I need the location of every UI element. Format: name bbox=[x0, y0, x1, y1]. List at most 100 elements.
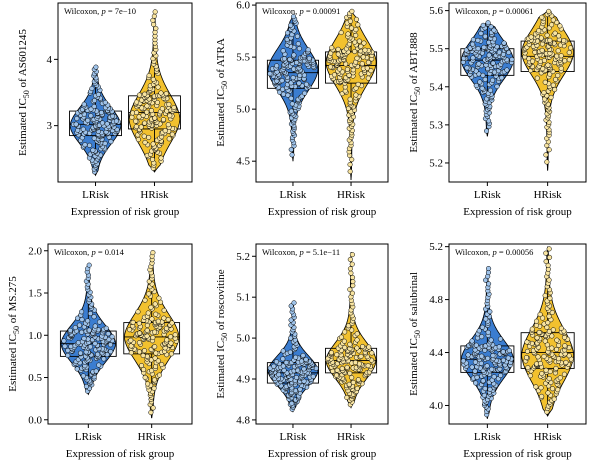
data-point bbox=[499, 75, 505, 81]
data-point bbox=[141, 133, 147, 139]
data-point bbox=[479, 334, 485, 340]
data-point bbox=[354, 385, 360, 391]
y-axis-title: Estimated IC50 of AS601245 bbox=[17, 29, 31, 156]
data-point bbox=[345, 323, 352, 329]
data-point bbox=[506, 49, 512, 56]
data-point bbox=[469, 338, 475, 344]
data-point bbox=[87, 344, 93, 350]
data-point bbox=[113, 118, 119, 124]
data-point bbox=[74, 366, 80, 372]
data-point bbox=[546, 313, 552, 319]
data-point bbox=[486, 265, 492, 272]
data-point bbox=[289, 152, 295, 158]
data-point bbox=[551, 396, 557, 402]
data-point bbox=[280, 48, 286, 54]
y-tick-label: 5.4 bbox=[429, 81, 443, 93]
data-point bbox=[473, 342, 479, 348]
data-point bbox=[350, 379, 356, 386]
series-lrisk bbox=[59, 262, 117, 396]
stat-annotation: Wilcoxon, p = 0.00091 bbox=[262, 6, 340, 16]
data-point bbox=[536, 28, 542, 34]
data-point bbox=[523, 355, 530, 361]
data-point bbox=[149, 156, 156, 163]
data-point bbox=[338, 30, 344, 36]
data-point bbox=[293, 375, 300, 381]
data-point bbox=[486, 281, 492, 287]
data-point bbox=[144, 327, 150, 333]
data-point bbox=[144, 103, 150, 109]
data-point bbox=[91, 314, 97, 320]
data-point bbox=[475, 46, 481, 52]
data-point bbox=[98, 110, 104, 116]
data-point bbox=[553, 365, 559, 371]
data-point bbox=[361, 40, 367, 46]
data-point bbox=[544, 324, 550, 330]
data-point bbox=[546, 8, 552, 14]
data-point bbox=[543, 367, 549, 373]
data-point bbox=[171, 104, 177, 111]
data-point bbox=[96, 319, 103, 325]
data-point bbox=[82, 142, 88, 148]
data-point bbox=[555, 387, 561, 393]
data-point bbox=[133, 110, 140, 116]
series-hrisk bbox=[123, 250, 181, 419]
y-tick-label: 1.0 bbox=[28, 330, 42, 342]
data-point bbox=[140, 112, 146, 118]
data-point bbox=[99, 120, 105, 126]
data-point bbox=[102, 99, 108, 106]
y-tick-label: 4.8 bbox=[429, 294, 443, 306]
data-point bbox=[539, 371, 545, 377]
data-point bbox=[549, 333, 555, 339]
x-axis-title: Expression of risk group bbox=[71, 206, 180, 218]
data-point bbox=[347, 161, 353, 168]
data-point bbox=[543, 258, 549, 265]
data-point bbox=[543, 250, 549, 256]
data-point bbox=[137, 330, 143, 336]
data-point bbox=[103, 325, 109, 331]
data-point bbox=[296, 80, 302, 86]
data-point bbox=[488, 337, 494, 343]
data-point bbox=[554, 337, 560, 343]
data-point bbox=[524, 339, 530, 345]
data-point bbox=[91, 97, 98, 104]
data-point bbox=[271, 363, 277, 369]
data-point bbox=[91, 103, 97, 110]
y-tick-label: 5.2 bbox=[429, 157, 443, 169]
data-point bbox=[534, 335, 540, 341]
data-point bbox=[150, 76, 156, 82]
data-point bbox=[546, 147, 552, 153]
data-point bbox=[150, 405, 156, 411]
data-point bbox=[353, 92, 359, 98]
data-point bbox=[80, 126, 86, 132]
data-point bbox=[79, 309, 85, 315]
data-point bbox=[347, 266, 354, 272]
data-point bbox=[500, 349, 506, 355]
x-axis-title: Expression of risk group bbox=[66, 448, 175, 460]
data-point bbox=[327, 64, 334, 70]
data-point bbox=[168, 334, 174, 340]
data-point bbox=[74, 116, 80, 122]
data-point bbox=[102, 140, 108, 146]
data-point bbox=[547, 295, 553, 301]
data-point bbox=[360, 54, 366, 60]
data-point bbox=[349, 290, 355, 296]
data-point bbox=[470, 55, 476, 61]
data-point bbox=[473, 380, 479, 386]
data-point bbox=[477, 79, 483, 85]
y-tick-label: 2.0 bbox=[28, 245, 42, 257]
data-point bbox=[485, 329, 491, 335]
data-point bbox=[87, 310, 93, 317]
data-point bbox=[151, 385, 157, 391]
data-point bbox=[348, 270, 354, 276]
data-point bbox=[529, 58, 536, 64]
series-hrisk bbox=[325, 8, 378, 180]
data-point bbox=[273, 359, 280, 365]
data-point bbox=[536, 329, 542, 335]
data-point bbox=[95, 351, 101, 357]
data-point bbox=[364, 65, 370, 71]
data-point bbox=[562, 58, 568, 64]
series-lrisk bbox=[266, 14, 319, 162]
data-point bbox=[524, 348, 530, 354]
data-point bbox=[566, 57, 572, 63]
